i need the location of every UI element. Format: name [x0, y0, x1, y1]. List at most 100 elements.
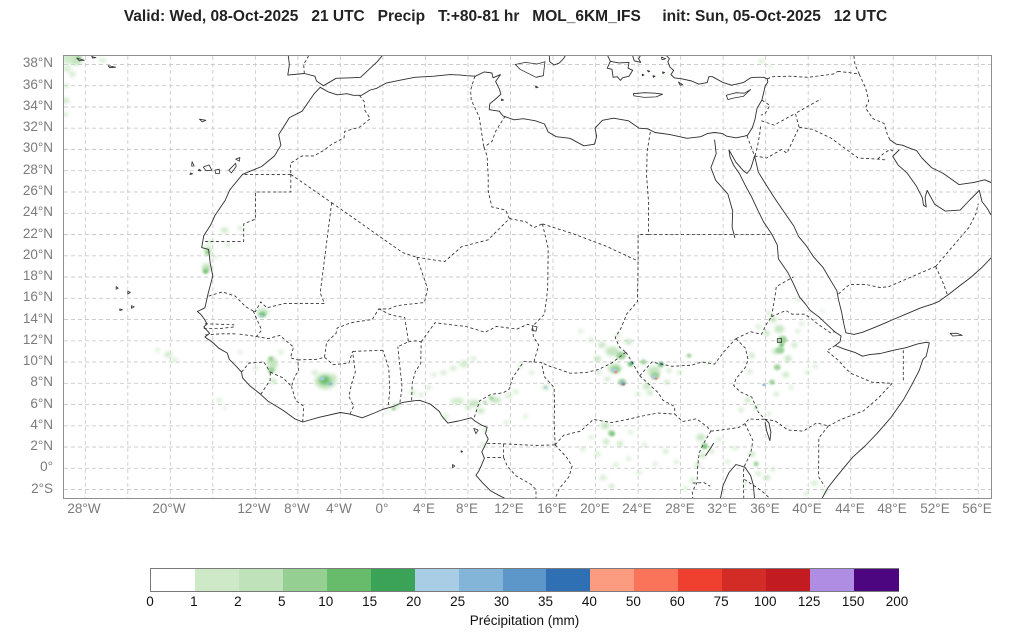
lat-tick-label: 6°N: [30, 396, 53, 411]
precip-cell: [468, 399, 481, 407]
precip-cell: [773, 391, 779, 396]
precip-cell: [763, 475, 771, 481]
island-outline: [632, 92, 663, 98]
precip-cell: [597, 342, 606, 348]
precip-cell: [480, 442, 486, 447]
colorbar-tick-label: 200: [885, 594, 909, 609]
lon-tick-label: 12°W: [237, 501, 271, 516]
country-border: [794, 98, 822, 128]
precip-cell: [755, 324, 761, 330]
lon-tick-label: 8°E: [456, 501, 478, 516]
precip-cell: [64, 97, 70, 104]
coastline: [710, 139, 736, 239]
coastline: [548, 56, 566, 66]
country-border: [837, 70, 860, 75]
country-border: [935, 203, 979, 267]
precip-cell: [69, 71, 76, 78]
lon-tick-label: 4°E: [413, 501, 435, 516]
island-outline: [235, 157, 241, 162]
country-border: [509, 218, 543, 229]
precip-cell: [716, 437, 722, 442]
country-border: [744, 479, 770, 498]
precip-cell: [614, 333, 621, 338]
precip-cell: [409, 390, 417, 396]
precip-cell: [663, 449, 669, 454]
precip-cell: [203, 270, 208, 274]
precip-cell: [747, 369, 753, 374]
lat-tick-label: 34°N: [22, 98, 53, 113]
precip-cell: [171, 357, 178, 362]
precip-cell: [311, 370, 318, 375]
colorbar-tick-label: 10: [318, 594, 334, 609]
precip-cell: [766, 311, 772, 316]
precip-cell: [742, 481, 748, 486]
precip-cell: [677, 370, 682, 375]
precip-cell: [600, 422, 610, 430]
precip-cell: [694, 462, 701, 468]
country-border: [416, 218, 510, 263]
colorbar-segment: [414, 569, 460, 591]
colorbar-segment: [458, 569, 504, 591]
precip-cell: [465, 405, 471, 410]
precip-cell: [224, 243, 231, 248]
lat-tick-label: 30°N: [22, 140, 53, 155]
precip-cell: [391, 407, 396, 411]
precip-cell: [588, 337, 595, 342]
precip-cell: [767, 65, 772, 69]
island-outline: [647, 69, 651, 73]
country-border: [692, 482, 711, 487]
country-border: [771, 310, 835, 334]
country-border: [767, 71, 839, 80]
precip-cell: [220, 227, 229, 234]
precip-cell: [267, 367, 275, 374]
lat-tick-label: 28°N: [22, 162, 53, 177]
island-outline: [202, 164, 213, 172]
country-border: [202, 174, 292, 242]
precip-cell: [811, 480, 818, 486]
precip-cell: [431, 372, 437, 377]
country-border: [237, 310, 263, 337]
country-border: [483, 147, 510, 219]
colorbar-tick-label: 40: [581, 594, 597, 609]
coastline: [764, 418, 772, 442]
precip-cell: [624, 339, 633, 345]
island-outline: [191, 161, 195, 167]
country-border: [290, 174, 332, 204]
country-border: [533, 361, 556, 445]
country-border: [674, 413, 712, 432]
precip-cell: [803, 491, 809, 496]
country-border: [691, 430, 712, 498]
precip-cell: [470, 356, 477, 361]
country-border: [754, 127, 800, 159]
colorbar-segment: [678, 569, 723, 591]
coastline: [319, 56, 769, 147]
country-border: [639, 375, 676, 415]
country-border: [532, 223, 549, 327]
precip-cell: [605, 346, 620, 357]
precip-cell: [769, 316, 778, 323]
precip-cell: [699, 453, 707, 458]
country-border: [828, 383, 893, 427]
precip-cell: [614, 371, 618, 374]
precip-cell: [164, 351, 173, 358]
precip-cell: [666, 368, 672, 373]
colorbar-segment: [810, 569, 855, 591]
precip-cell: [663, 380, 670, 385]
colorbar-segment: [326, 569, 372, 591]
precip-cell: [517, 364, 524, 369]
precip-cell: [64, 65, 72, 72]
lon-tick-label: 28°W: [67, 501, 101, 516]
lon-tick-label: 48°E: [877, 501, 907, 516]
precip-cell: [708, 449, 714, 454]
island-outline: [198, 168, 202, 172]
island-outline: [228, 162, 237, 174]
island-outline: [514, 61, 546, 78]
colorbar-ticks: 0 1 2 5 10 15 20 25 30 35 40 50 60 75 100 125 150 200: [146, 594, 908, 612]
island-outline: [662, 71, 665, 74]
lon-tick-label: 12°E: [494, 501, 524, 516]
precip-cell: [319, 376, 325, 381]
precip-cell: [384, 410, 389, 414]
lat-tick-label: 12°N: [22, 332, 53, 347]
country-border: [742, 423, 754, 498]
colorbar-tick-label: 50: [625, 594, 641, 609]
